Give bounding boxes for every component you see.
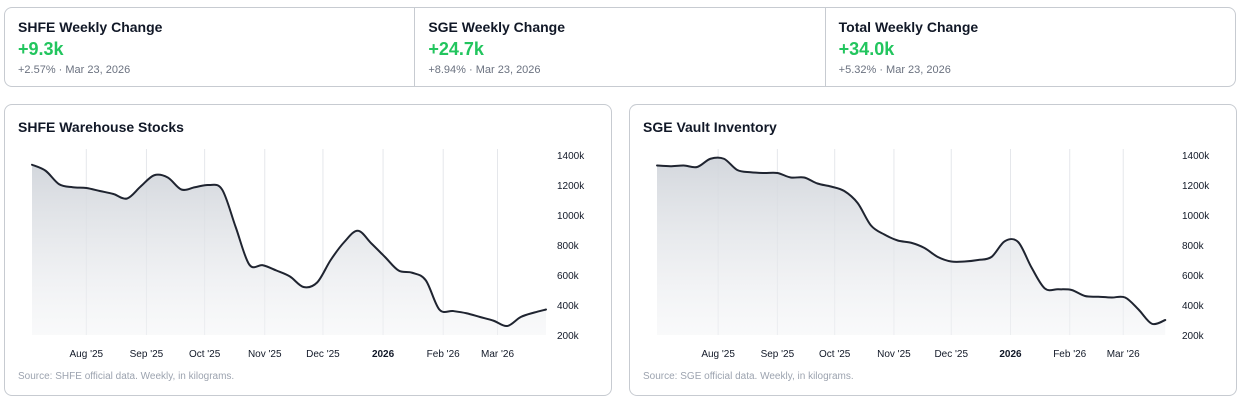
x-tick-label: 2026	[372, 349, 395, 360]
stat-value: +9.3k	[18, 39, 64, 59]
y-tick-label: 800k	[557, 241, 580, 252]
series-line[interactable]	[31, 163, 547, 328]
y-tick-label: 200k	[1182, 331, 1205, 342]
x-tick-label: Mar '26	[481, 349, 514, 360]
y-tick-label: 1000k	[557, 211, 585, 222]
y-tick-label: 800k	[1182, 241, 1205, 252]
x-tick-label: Mar '26	[1107, 349, 1140, 360]
stat-value: +34.0k	[838, 39, 895, 59]
series-area	[32, 164, 546, 335]
x-tick-label: Oct '25	[819, 349, 851, 360]
y-tick-label: 600k	[1182, 271, 1205, 282]
stat-sge-weekly-change: SGE Weekly Change +24.7k +8.94% · Mar 23…	[414, 8, 824, 86]
y-tick-label: 1200k	[1182, 181, 1210, 192]
series-area	[657, 157, 1166, 335]
x-tick-label: Nov '25	[877, 349, 911, 360]
x-tick-label: Dec '25	[934, 349, 968, 360]
x-tick-label: Feb '26	[1053, 349, 1086, 360]
y-tick-label: 200k	[557, 331, 580, 342]
stat-title: Total Weekly Change	[838, 19, 979, 35]
stat-value: +24.7k	[428, 39, 484, 59]
y-tick-label: 600k	[557, 271, 580, 282]
stat-meta: +5.32% · Mar 23, 2026	[838, 64, 951, 76]
x-tick-label: Sep '25	[761, 349, 795, 360]
x-tick-label: Sep '25	[130, 349, 164, 360]
stat-meta: +2.57% · Mar 23, 2026	[18, 64, 131, 76]
y-tick-label: 1400k	[557, 151, 585, 162]
x-tick-label: Dec '25	[306, 349, 340, 360]
stat-total-weekly-change: Total Weekly Change +34.0k +5.32% · Mar …	[824, 8, 1235, 86]
x-tick-label: Aug '25	[701, 349, 735, 360]
chart-source: Source: SHFE official data. Weekly, in k…	[18, 371, 235, 382]
x-tick-label: 2026	[999, 349, 1022, 360]
stat-meta: +8.94% · Mar 23, 2026	[428, 64, 541, 76]
stat-title: SGE Weekly Change	[428, 19, 566, 35]
stat-shfe-weekly-change: SHFE Weekly Change +9.3k +2.57% · Mar 23…	[5, 8, 414, 86]
weekly-change-stats: SHFE Weekly Change +9.3k +2.57% · Mar 23…	[4, 7, 1236, 87]
x-tick-label: Oct '25	[189, 349, 221, 360]
y-tick-label: 400k	[1182, 301, 1205, 312]
y-tick-label: 1000k	[1182, 211, 1210, 222]
y-tick-label: 400k	[557, 301, 580, 312]
chart-source: Source: SGE official data. Weekly, in ki…	[643, 371, 854, 382]
series-line[interactable]	[656, 156, 1167, 326]
x-tick-label: Nov '25	[248, 349, 282, 360]
shfe-chart-card: SHFE Warehouse Stocks 1400k 1200k 1000k 800…	[4, 104, 612, 396]
chart-title: SGE Vault Inventory	[643, 119, 777, 135]
chart-title: SHFE Warehouse Stocks	[18, 119, 184, 135]
x-tick-label: Aug '25	[70, 349, 104, 360]
y-tick-label: 1400k	[1182, 151, 1210, 162]
y-tick-label: 1200k	[557, 181, 585, 192]
shfe-warehouse-stocks-chart[interactable]: 1400k 1200k 1000k 800k 600k 400k 200k Aug '25 Se…	[5, 105, 611, 395]
sge-chart-card: SGE Vault Inventory 1400k 1200k 1000k 800k 6…	[629, 104, 1237, 396]
x-tick-label: Feb '26	[427, 349, 460, 360]
sge-vault-inventory-chart[interactable]: 1400k 1200k 1000k 800k 600k 400k 200k Aug '25 Se…	[630, 105, 1236, 395]
stat-title: SHFE Weekly Change	[18, 19, 163, 35]
